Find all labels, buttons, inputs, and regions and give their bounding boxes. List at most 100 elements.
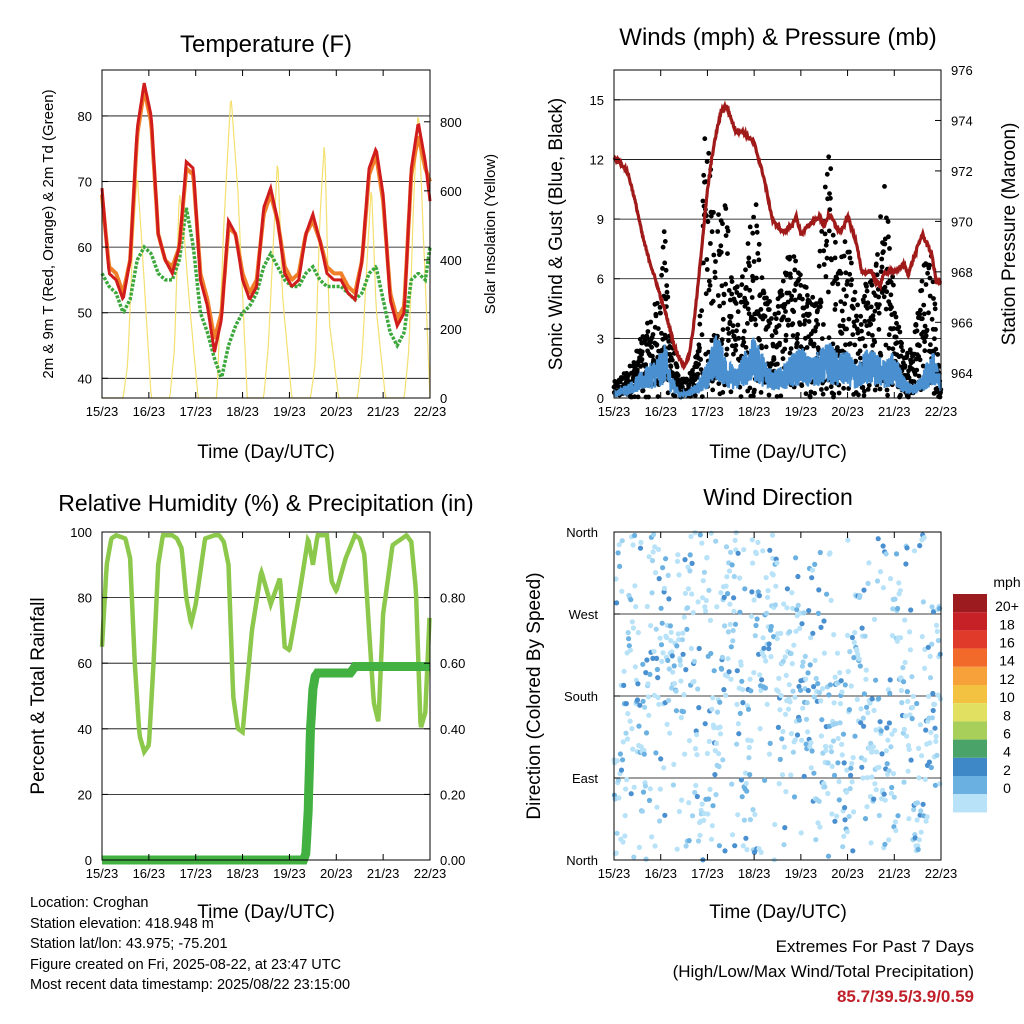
direction-point bbox=[809, 567, 816, 573]
direction-point bbox=[766, 641, 772, 647]
gust-point bbox=[729, 275, 734, 280]
gust-point bbox=[821, 262, 827, 267]
gust-point bbox=[706, 349, 711, 355]
speed-legend: mph 20+ 18 16 14 12 10 8 6 4 2 0 bbox=[953, 574, 1021, 813]
gust-point bbox=[755, 251, 761, 256]
direction-point bbox=[757, 726, 763, 732]
gust-point bbox=[726, 288, 732, 293]
direction-point bbox=[887, 677, 893, 683]
gust-point bbox=[823, 274, 829, 279]
gust-point bbox=[847, 341, 853, 347]
legend-label: 18 bbox=[999, 616, 1015, 632]
temperature-series bbox=[100, 82, 432, 399]
direction-point bbox=[664, 635, 670, 641]
gust-point bbox=[890, 274, 895, 280]
legend-swatch bbox=[953, 794, 987, 813]
direction-point bbox=[718, 590, 724, 596]
direction-point bbox=[871, 616, 878, 623]
gust-point bbox=[859, 328, 864, 334]
direction-point bbox=[731, 595, 737, 601]
x-tick-label: 16/23 bbox=[644, 404, 677, 419]
direction-point bbox=[828, 597, 834, 604]
direction-point bbox=[666, 697, 672, 704]
direction-point bbox=[707, 786, 713, 793]
humidity-precip-panel: Relative Humidity (%) & Precipitation (i… bbox=[28, 490, 474, 923]
direction-point bbox=[697, 532, 703, 538]
direction-point bbox=[893, 551, 900, 557]
gust-point bbox=[712, 275, 718, 280]
direction-point bbox=[687, 568, 693, 574]
direction-point bbox=[662, 812, 668, 818]
gust-point bbox=[743, 345, 749, 350]
y2-tick-label: 972 bbox=[951, 164, 973, 179]
gust-point bbox=[882, 284, 888, 290]
direction-point bbox=[803, 676, 809, 682]
gust-point bbox=[922, 348, 928, 354]
direction-point bbox=[892, 596, 898, 602]
direction-point bbox=[686, 738, 693, 744]
direction-point bbox=[701, 569, 708, 575]
gust-point bbox=[797, 322, 803, 327]
gust-point bbox=[922, 339, 927, 345]
y-tick-label: 6 bbox=[597, 272, 604, 287]
direction-point bbox=[644, 657, 650, 663]
gust-point bbox=[754, 229, 760, 235]
direction-point bbox=[616, 795, 622, 801]
direction-point bbox=[893, 827, 899, 834]
direction-point bbox=[791, 642, 797, 648]
direction-point bbox=[842, 817, 848, 823]
direction-point bbox=[829, 811, 835, 817]
direction-point bbox=[922, 776, 928, 783]
direction-point bbox=[701, 817, 707, 824]
gust-point bbox=[874, 272, 880, 278]
direction-point bbox=[840, 731, 847, 737]
x-tick-label: 17/23 bbox=[691, 866, 724, 881]
direction-point bbox=[717, 731, 724, 737]
gust-point bbox=[728, 314, 734, 319]
direction-point bbox=[884, 725, 890, 731]
gust-point bbox=[865, 305, 870, 311]
gust-point bbox=[740, 274, 745, 279]
gust-point bbox=[719, 283, 725, 289]
gust-point bbox=[816, 263, 822, 269]
direction-point bbox=[641, 751, 647, 757]
direction-point bbox=[661, 765, 667, 771]
gust-point bbox=[864, 284, 869, 289]
gust-point bbox=[925, 270, 930, 276]
gust-point bbox=[728, 389, 734, 395]
gust-point bbox=[879, 256, 885, 262]
direction-point bbox=[725, 656, 731, 662]
x-tick-label: 20/23 bbox=[320, 866, 353, 881]
direction-point bbox=[895, 605, 901, 612]
humidity-series bbox=[99, 531, 432, 865]
gust-point bbox=[827, 207, 833, 213]
direction-point bbox=[849, 634, 856, 641]
sonic-wind-line bbox=[613, 335, 943, 401]
direction-point bbox=[813, 675, 819, 682]
direction-point bbox=[749, 589, 755, 595]
gust-point bbox=[842, 301, 848, 307]
gust-point bbox=[861, 388, 867, 394]
gust-point bbox=[659, 272, 664, 278]
direction-point bbox=[873, 677, 879, 683]
direction-point bbox=[735, 812, 741, 818]
winds-plot-frame bbox=[613, 69, 942, 399]
direction-point bbox=[752, 811, 758, 818]
gust-point bbox=[635, 394, 641, 400]
direction-point bbox=[651, 532, 657, 538]
gust-point bbox=[747, 224, 753, 230]
direction-point bbox=[769, 532, 776, 538]
direction-point bbox=[826, 692, 832, 698]
direction-point bbox=[725, 591, 731, 597]
gust-point bbox=[839, 308, 845, 314]
direction-point bbox=[678, 678, 684, 684]
direction-point bbox=[911, 807, 917, 813]
direction-point bbox=[800, 659, 806, 665]
gust-point bbox=[804, 345, 810, 350]
direction-point bbox=[756, 593, 763, 599]
gust-point bbox=[712, 269, 718, 275]
direction-point bbox=[796, 717, 803, 723]
gust-point bbox=[814, 318, 819, 323]
direction-point bbox=[757, 672, 763, 678]
direction-point bbox=[652, 570, 659, 576]
